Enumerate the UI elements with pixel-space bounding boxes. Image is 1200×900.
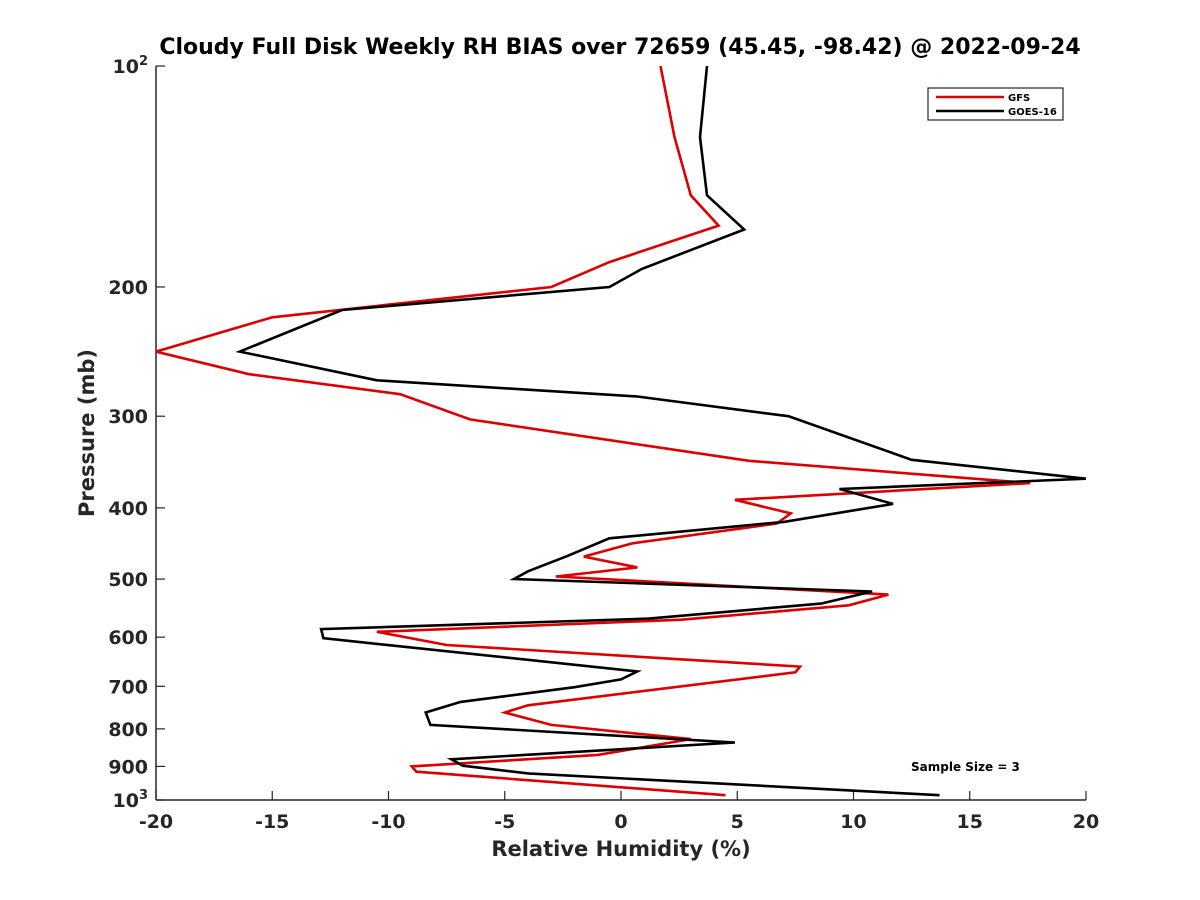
- y-tick-label: 300: [108, 406, 148, 428]
- x-tick-label: -15: [255, 811, 289, 833]
- y-tick-label: 200: [108, 277, 148, 299]
- series-line-goes16: [235, 66, 1086, 797]
- y-tick-label: 900: [108, 756, 148, 778]
- x-axis-label: Relative Humidity (%): [491, 837, 750, 861]
- axes: [155, 66, 1086, 801]
- y-tick-label: 103: [113, 788, 149, 812]
- x-tick-label: 15: [957, 811, 983, 833]
- x-tick-label: 0: [614, 811, 627, 833]
- x-tick-label: -20: [139, 811, 173, 833]
- y-axis-label: Pressure (mb): [75, 349, 99, 517]
- y-ticks: 102 200 300 400 500 600 700 800 900 103: [108, 54, 165, 812]
- y-tick-label: 102: [113, 54, 149, 78]
- y-tick-label: 600: [108, 627, 148, 649]
- chart-title: Cloudy Full Disk Weekly RH BIAS over 726…: [159, 35, 1080, 60]
- series-layer: [156, 66, 1086, 797]
- legend-label-goes16: GOES-16: [1008, 107, 1057, 118]
- x-tick-label: -10: [371, 811, 405, 833]
- x-tick-label: 5: [731, 811, 744, 833]
- legend-box: [927, 87, 1064, 121]
- x-ticks: -20 -15 -10 -5 0 5 10 15 20: [139, 791, 1099, 833]
- legend-label-gfs: GFS: [1008, 93, 1030, 104]
- y-tick-label: 800: [108, 719, 148, 741]
- x-tick-label: 20: [1073, 811, 1099, 833]
- y-tick-label: 500: [108, 569, 148, 591]
- y-tick-label: 700: [108, 676, 148, 698]
- series-line-gfs: [156, 66, 1031, 797]
- x-tick-label: 10: [840, 811, 866, 833]
- x-tick-label: -5: [494, 811, 515, 833]
- legend: GFS GOES-16: [927, 87, 1064, 121]
- y-tick-label: 400: [108, 498, 148, 520]
- sample-size-annotation: Sample Size = 3: [911, 760, 1020, 774]
